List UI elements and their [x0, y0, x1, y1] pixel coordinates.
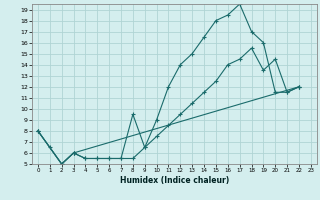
X-axis label: Humidex (Indice chaleur): Humidex (Indice chaleur)	[120, 176, 229, 185]
